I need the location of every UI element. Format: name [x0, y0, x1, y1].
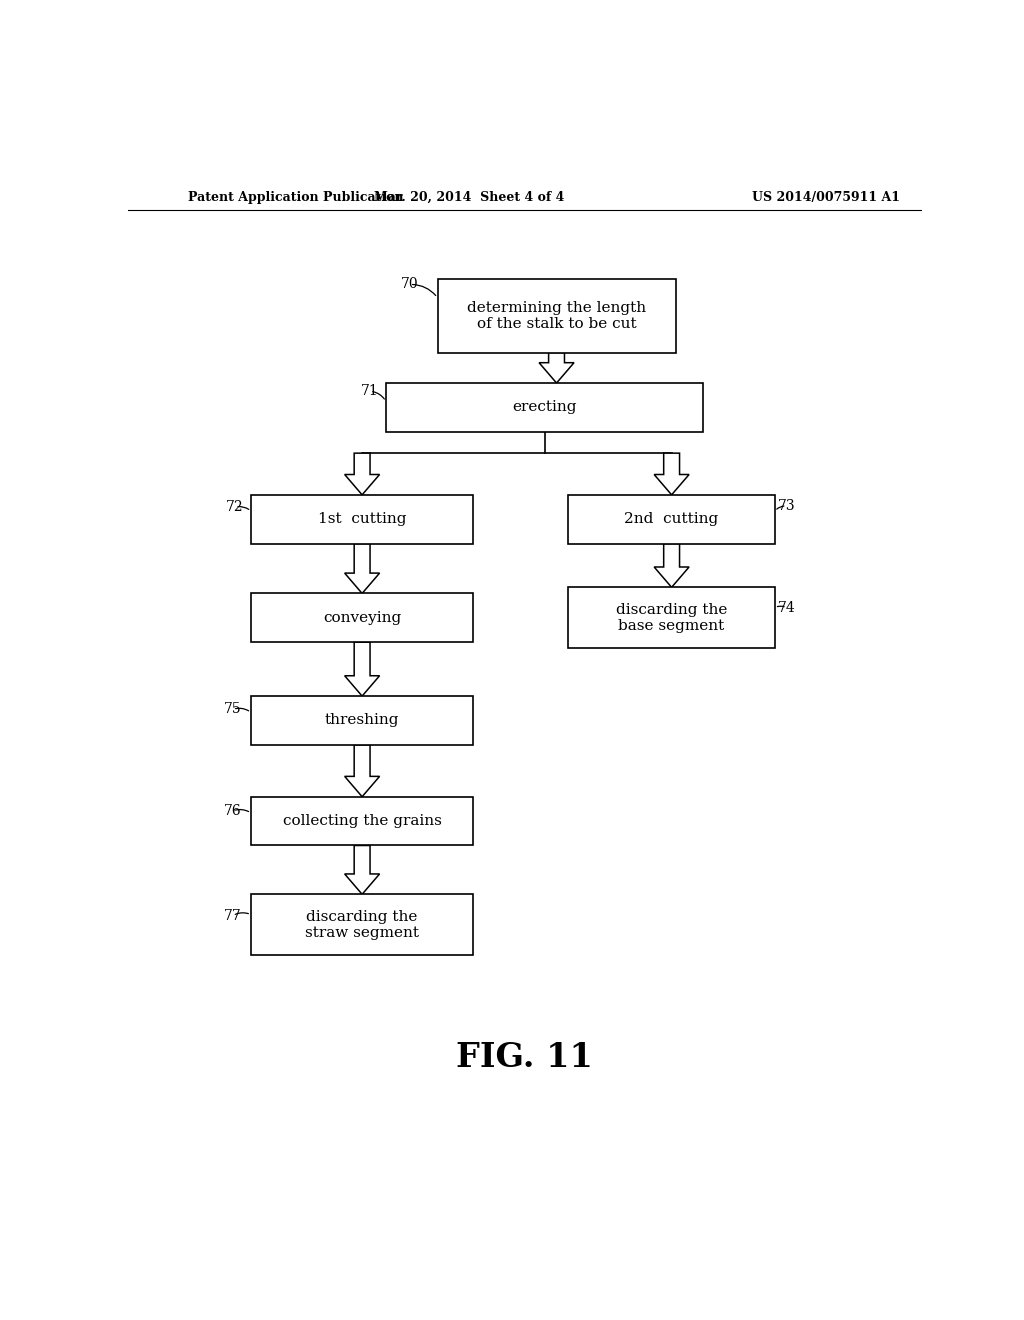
- Text: discarding the
straw segment: discarding the straw segment: [305, 909, 419, 940]
- Bar: [251, 894, 473, 956]
- Text: 71: 71: [361, 384, 379, 399]
- Polygon shape: [345, 453, 380, 495]
- Text: erecting: erecting: [512, 400, 577, 414]
- Text: conveying: conveying: [323, 611, 401, 624]
- Polygon shape: [539, 352, 574, 383]
- Bar: [437, 280, 676, 352]
- Bar: [386, 383, 703, 432]
- Bar: [568, 495, 775, 544]
- Text: 76: 76: [224, 804, 242, 818]
- Text: 72: 72: [226, 500, 244, 513]
- Text: Mar. 20, 2014  Sheet 4 of 4: Mar. 20, 2014 Sheet 4 of 4: [374, 190, 564, 203]
- Text: determining the length
of the stalk to be cut: determining the length of the stalk to b…: [467, 301, 646, 331]
- Text: 73: 73: [778, 499, 796, 513]
- Bar: [251, 696, 473, 744]
- Polygon shape: [345, 544, 380, 594]
- Text: 1st  cutting: 1st cutting: [317, 512, 407, 527]
- Text: discarding the
base segment: discarding the base segment: [615, 603, 727, 632]
- Text: 70: 70: [401, 277, 419, 292]
- Bar: [251, 594, 473, 643]
- Text: 74: 74: [778, 601, 796, 615]
- Text: US 2014/0075911 A1: US 2014/0075911 A1: [753, 190, 900, 203]
- Polygon shape: [345, 643, 380, 696]
- Bar: [251, 495, 473, 544]
- Polygon shape: [345, 744, 380, 797]
- Text: 75: 75: [224, 702, 242, 717]
- Text: Patent Application Publication: Patent Application Publication: [187, 190, 403, 203]
- Polygon shape: [654, 544, 689, 587]
- Bar: [251, 797, 473, 846]
- Text: 77: 77: [224, 908, 242, 923]
- Text: FIG. 11: FIG. 11: [457, 1041, 593, 1074]
- Text: threshing: threshing: [325, 714, 399, 727]
- Polygon shape: [345, 846, 380, 894]
- Text: 2nd  cutting: 2nd cutting: [625, 512, 719, 527]
- Bar: [568, 587, 775, 648]
- Text: collecting the grains: collecting the grains: [283, 814, 441, 828]
- Polygon shape: [654, 453, 689, 495]
